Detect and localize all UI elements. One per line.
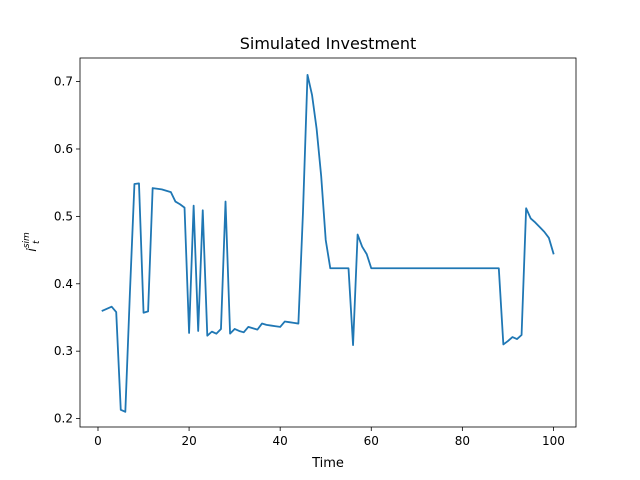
plot-frame bbox=[79, 57, 577, 428]
y-tick-label: 0.6 bbox=[54, 142, 73, 156]
y-tick-label: 0.2 bbox=[54, 412, 73, 426]
y-tick-label: 0.5 bbox=[54, 209, 73, 223]
x-tick-label: 20 bbox=[181, 434, 196, 448]
chart-title: Simulated Investment bbox=[240, 34, 417, 53]
y-tick-label: 0.4 bbox=[54, 277, 73, 291]
x-tick-label: 80 bbox=[455, 434, 470, 448]
x-tick-label: 60 bbox=[364, 434, 379, 448]
x-tick-label: 0 bbox=[94, 434, 102, 448]
y-tick-label: 0.7 bbox=[54, 75, 73, 89]
x-axis: 0 20 40 60 80 100 bbox=[94, 427, 565, 448]
series-line bbox=[101, 73, 555, 413]
x-tick-label: 40 bbox=[273, 434, 288, 448]
x-tick-label: 100 bbox=[542, 434, 565, 448]
y-axis: 0.2 0.3 0.4 0.5 0.6 0.7 bbox=[54, 75, 80, 426]
x-axis-label: Time bbox=[311, 456, 344, 471]
svg-text:t: t bbox=[32, 240, 42, 244]
svg-text:isim: isim bbox=[22, 232, 40, 252]
y-axis-label: isim t bbox=[22, 232, 42, 252]
y-tick-label: 0.3 bbox=[54, 344, 73, 358]
